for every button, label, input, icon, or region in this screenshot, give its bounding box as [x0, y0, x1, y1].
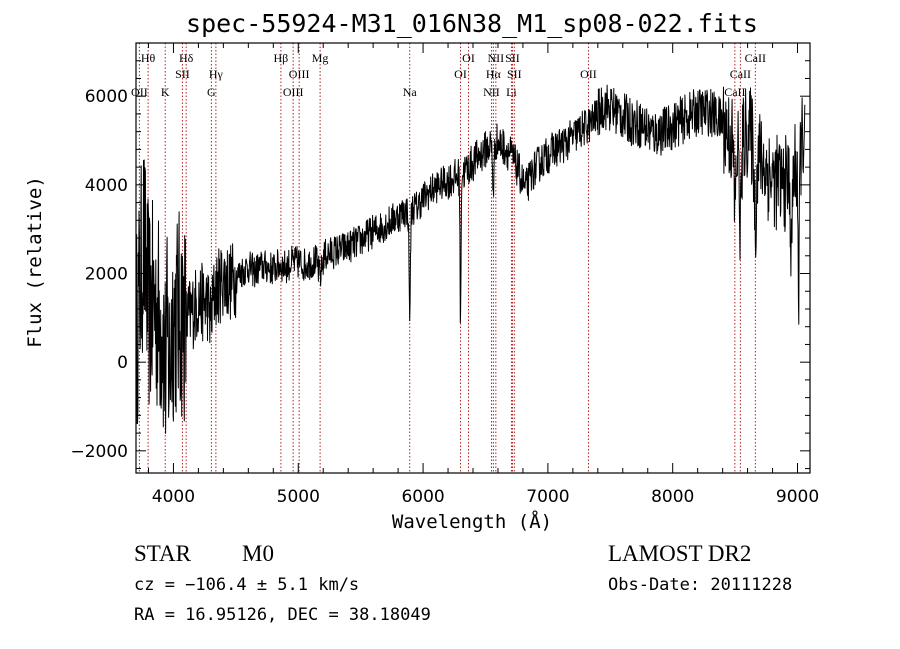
- line-marker-label: OI: [462, 51, 475, 65]
- line-marker-label: CaII: [724, 85, 745, 99]
- object-class: STAR: [134, 541, 192, 566]
- line-marker-label: G: [207, 85, 216, 99]
- x-tick-label: 7000: [526, 487, 569, 507]
- obs-date: Obs-Date: 20111228: [608, 575, 792, 595]
- x-tick-label: 4000: [152, 487, 195, 507]
- line-marker-label: Hθ: [141, 51, 156, 65]
- x-axis-ticks: 4000 5000 6000 7000 8000 9000: [147, 43, 819, 507]
- spectrum-line: [135, 84, 806, 434]
- line-marker-label: NII: [483, 85, 500, 99]
- line-marker-label: NII: [488, 51, 505, 65]
- line-marker-label: Hβ: [274, 51, 289, 65]
- line-marker-label: SII: [507, 67, 522, 81]
- line-marker-label: CaII: [745, 51, 766, 65]
- y-tick-label: 0: [117, 353, 128, 373]
- x-tick-label: 6000: [401, 487, 444, 507]
- line-marker-label: Hα: [486, 67, 502, 81]
- line-marker-label: CaII: [730, 67, 751, 81]
- line-marker-label: OII: [131, 85, 148, 99]
- chart-title: spec-55924-M31_016N38_M1_sp08-022.fits: [186, 9, 758, 38]
- x-tick-label: 9000: [776, 487, 819, 507]
- y-tick-label: 2000: [85, 265, 128, 285]
- line-markers: [138, 43, 756, 473]
- line-marker-label: Mg: [312, 51, 329, 65]
- y-tick-label: 4000: [85, 176, 128, 196]
- line-marker-label: OIII: [289, 67, 310, 81]
- line-marker-label: OII: [580, 67, 597, 81]
- coordinates: RA = 16.95126, DEC = 38.18049: [134, 605, 431, 625]
- line-marker-label: Li: [506, 85, 517, 99]
- x-tick-label: 8000: [651, 487, 694, 507]
- line-marker-label: Hδ: [179, 51, 194, 65]
- x-tick-label: 5000: [277, 487, 320, 507]
- y-axis-label: Flux (relative): [24, 176, 46, 348]
- y-tick-label: −2000: [70, 442, 128, 462]
- line-marker-label: SII: [505, 51, 520, 65]
- y-tick-label: 6000: [85, 87, 128, 107]
- x-axis-label: Wavelength (Å): [392, 510, 552, 533]
- line-marker-label: K: [161, 85, 170, 99]
- line-marker-label: SII: [175, 67, 190, 81]
- line-marker-label: Hγ: [209, 67, 224, 81]
- redshift-value: cz = −106.4 ± 5.1 km/s: [134, 575, 359, 595]
- line-marker-label: Na: [403, 85, 418, 99]
- line-marker-label: OI: [454, 67, 467, 81]
- survey-name: LAMOST DR2: [608, 541, 751, 566]
- line-marker-label: OIII: [283, 85, 304, 99]
- y-axis-ticks: −2000 0 2000 4000 6000: [70, 60, 810, 470]
- object-subclass: M0: [242, 541, 274, 566]
